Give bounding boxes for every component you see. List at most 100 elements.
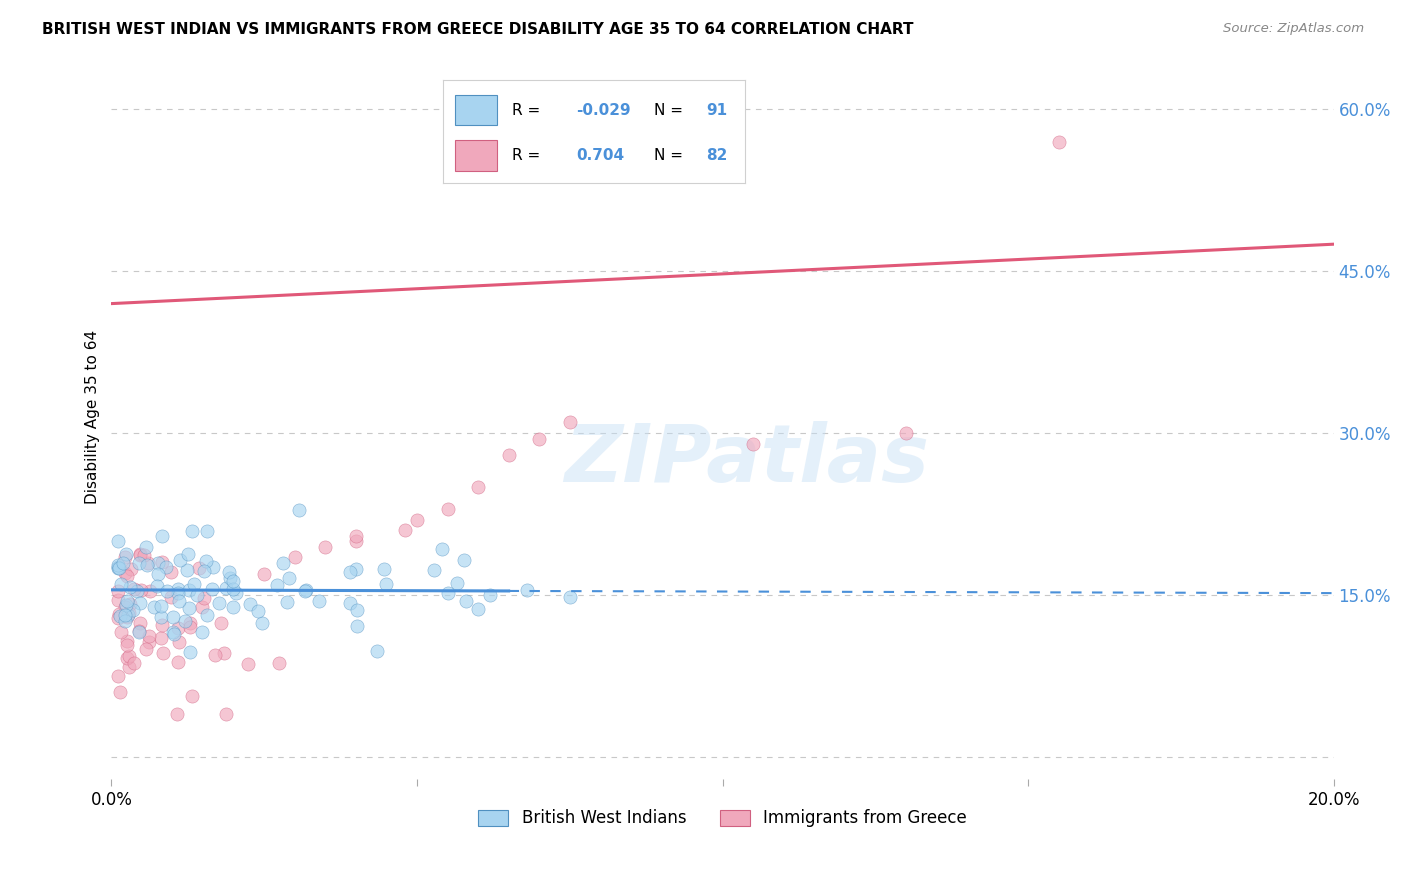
Point [138, 629, 160, 643]
Point [209, 615, 232, 630]
FancyBboxPatch shape [456, 95, 498, 126]
Point [267, 657, 290, 671]
Point [266, 578, 288, 592]
Point [179, 620, 201, 634]
Point [479, 588, 502, 602]
Point [339, 597, 361, 611]
Point [225, 586, 247, 600]
Point [107, 593, 129, 607]
Point [177, 547, 200, 561]
Point [110, 625, 132, 640]
Point [516, 582, 538, 597]
Point [195, 607, 218, 622]
Point [107, 559, 129, 574]
Point [181, 524, 204, 538]
Point [176, 563, 198, 577]
Point [346, 602, 368, 616]
Point [145, 579, 167, 593]
Point [295, 583, 318, 598]
Point [122, 656, 145, 670]
Point [107, 561, 129, 575]
Point [169, 553, 191, 567]
Point [218, 571, 240, 585]
Point [894, 426, 917, 441]
Point [446, 576, 468, 591]
Point [346, 619, 368, 633]
Point [115, 547, 138, 561]
Point [1047, 135, 1070, 149]
Point [117, 569, 139, 583]
Point [181, 689, 204, 703]
Point [135, 540, 157, 554]
Point [142, 599, 165, 614]
Point [107, 669, 129, 683]
Point [118, 606, 141, 620]
Point [128, 624, 150, 639]
Point [193, 591, 215, 606]
Text: N =: N = [655, 103, 689, 118]
Point [294, 583, 316, 598]
Point [114, 598, 136, 612]
Point [179, 615, 201, 630]
Point [160, 565, 183, 579]
Point [167, 586, 190, 600]
Point [129, 548, 152, 562]
Point [110, 577, 132, 591]
Point [167, 656, 190, 670]
Point [190, 600, 212, 615]
Point [344, 529, 367, 543]
Point [146, 567, 169, 582]
Point [498, 448, 520, 462]
Point [166, 582, 188, 597]
Point [179, 645, 201, 659]
Text: 82: 82 [706, 148, 727, 162]
Point [127, 583, 149, 598]
Point [128, 547, 150, 561]
Point [107, 558, 129, 573]
Point [193, 564, 215, 578]
Point [284, 550, 307, 565]
Y-axis label: Disability Age 35 to 64: Disability Age 35 to 64 [86, 330, 100, 504]
Point [308, 593, 330, 607]
Point [222, 600, 245, 615]
Point [114, 599, 136, 614]
Point [188, 561, 211, 575]
Point [135, 558, 157, 572]
Point [118, 580, 141, 594]
Point [114, 614, 136, 628]
Point [222, 582, 245, 596]
Point [179, 583, 201, 598]
Point [436, 501, 458, 516]
Point [136, 556, 159, 570]
Text: -0.029: -0.029 [576, 103, 630, 118]
Point [406, 513, 429, 527]
Point [162, 624, 184, 639]
Point [375, 577, 398, 591]
Point [107, 611, 129, 625]
Point [156, 583, 179, 598]
Point [135, 642, 157, 657]
Legend: British West Indians, Immigrants from Greece: British West Indians, Immigrants from Gr… [470, 801, 974, 836]
Point [208, 596, 231, 610]
Point [742, 437, 765, 451]
Point [166, 707, 188, 722]
Point [215, 582, 238, 596]
Point [139, 583, 162, 598]
Text: ZIPatlas: ZIPatlas [564, 421, 929, 500]
Point [277, 570, 299, 584]
Point [253, 566, 276, 581]
Point [432, 542, 454, 557]
Point [344, 562, 367, 576]
Point [115, 634, 138, 648]
Point [218, 565, 240, 579]
Point [186, 588, 208, 602]
Point [108, 608, 131, 623]
Point [167, 634, 190, 648]
Point [114, 607, 136, 622]
Point [183, 577, 205, 591]
Point [146, 556, 169, 570]
Point [373, 562, 395, 576]
Point [108, 685, 131, 699]
Point [129, 597, 152, 611]
Point [467, 602, 489, 616]
